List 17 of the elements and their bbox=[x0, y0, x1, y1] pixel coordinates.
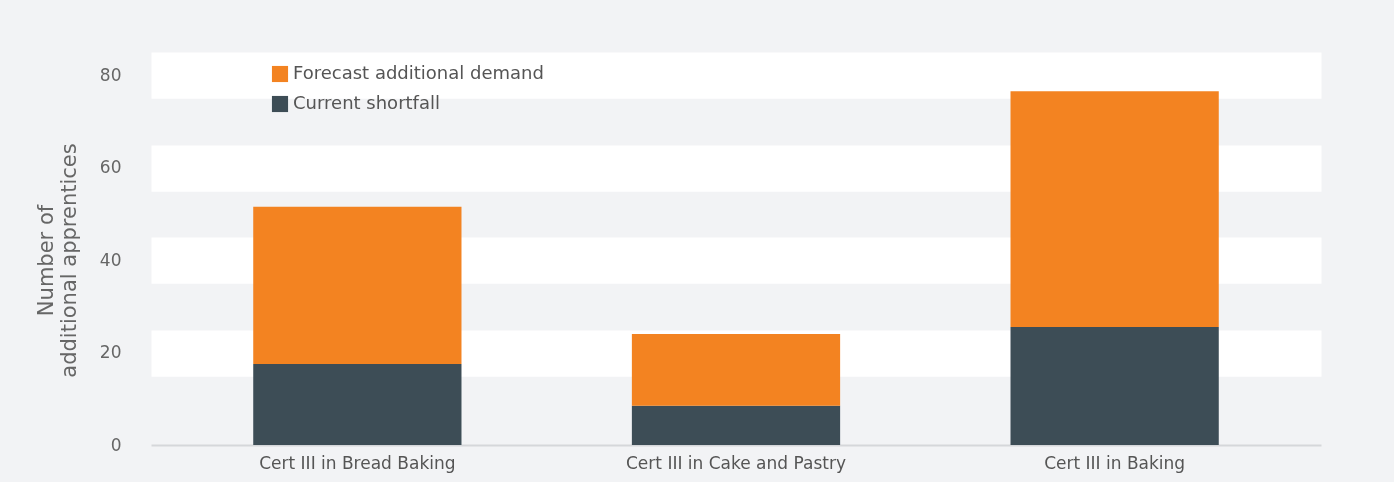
bar bbox=[631, 405, 841, 445]
y-axis-title: Number of additional apprentices bbox=[33, 143, 81, 378]
x-tick-label: Cert III in Cake and Pastry bbox=[626, 452, 846, 473]
bar bbox=[631, 334, 841, 406]
bar bbox=[1010, 327, 1219, 445]
y-tick-label: 40 bbox=[99, 249, 122, 270]
legend-label: Forecast additional demand bbox=[293, 62, 544, 83]
y-tick-label: 0 bbox=[110, 434, 122, 455]
y-tick-label: 20 bbox=[99, 342, 122, 362]
bar bbox=[1010, 91, 1219, 328]
x-tick-label: Cert III in Baking bbox=[1044, 452, 1186, 473]
y-tick-label: 60 bbox=[99, 157, 122, 177]
x-tick-label: Cert III in Bread Baking bbox=[259, 452, 456, 473]
bar bbox=[253, 364, 462, 445]
legend-label: Current shortfall bbox=[293, 92, 440, 113]
y-tick-label: 80 bbox=[99, 64, 122, 85]
bar bbox=[253, 206, 462, 365]
